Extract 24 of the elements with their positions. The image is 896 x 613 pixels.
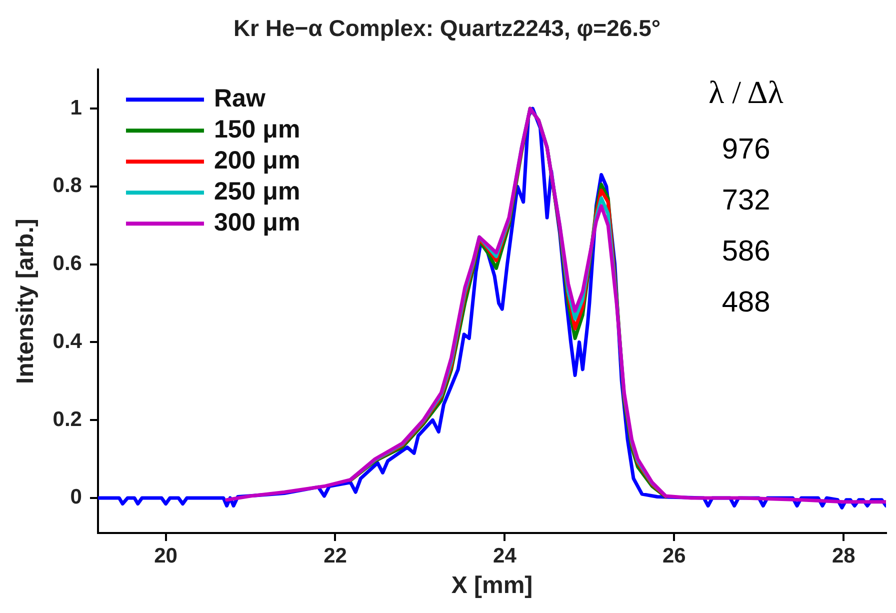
y-tick-label: 0.4 bbox=[52, 330, 82, 353]
annotation: 488 bbox=[722, 286, 770, 319]
x-tick-label: 22 bbox=[324, 544, 347, 568]
y-tick-label: 1 bbox=[70, 96, 82, 120]
legend-label: Raw bbox=[214, 84, 266, 112]
annotation: 586 bbox=[722, 236, 770, 268]
x-tick-label: 28 bbox=[832, 544, 856, 568]
x-tick-label: 26 bbox=[662, 544, 686, 568]
annotation: λ / Δλ bbox=[708, 74, 784, 110]
y-axis-title: Intensity [arb.] bbox=[12, 218, 40, 384]
annotation: 732 bbox=[722, 184, 770, 217]
y-tick-label: 0.6 bbox=[52, 252, 82, 276]
legend-label: 150 μm bbox=[214, 115, 300, 144]
legend-label: 250 μm bbox=[214, 177, 300, 206]
legend-label: 200 μm bbox=[214, 146, 300, 174]
annotation: 976 bbox=[722, 134, 770, 166]
y-tick-label: 0.2 bbox=[52, 408, 82, 431]
x-axis-title: X [mm] bbox=[451, 572, 533, 600]
chart-title: Kr He−α Complex: Quartz2243, φ=26.5° bbox=[233, 15, 661, 42]
x-tick-label: 20 bbox=[154, 544, 178, 568]
x-tick-label: 24 bbox=[493, 544, 517, 568]
y-tick-label: 0.8 bbox=[52, 174, 82, 198]
y-tick-label: 0 bbox=[70, 486, 82, 509]
legend-label: 300 μm bbox=[214, 208, 300, 236]
